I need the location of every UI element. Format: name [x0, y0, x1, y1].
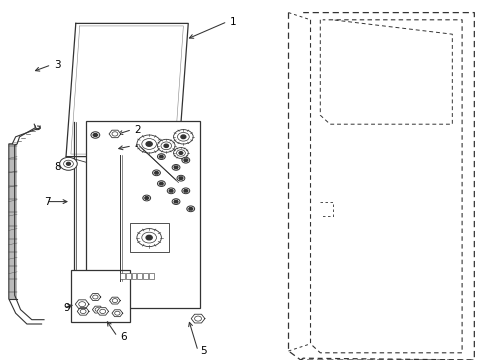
- Circle shape: [174, 166, 178, 169]
- Text: 4: 4: [134, 141, 141, 151]
- Circle shape: [66, 162, 70, 165]
- Circle shape: [182, 157, 189, 163]
- Polygon shape: [90, 293, 101, 301]
- Circle shape: [164, 144, 168, 148]
- Circle shape: [169, 189, 173, 192]
- Circle shape: [182, 188, 189, 194]
- Circle shape: [60, 157, 77, 170]
- Circle shape: [80, 309, 86, 314]
- Polygon shape: [109, 130, 121, 138]
- Bar: [85, 121, 200, 308]
- Circle shape: [144, 197, 148, 199]
- Circle shape: [186, 206, 194, 212]
- Circle shape: [181, 135, 185, 139]
- Polygon shape: [191, 314, 204, 323]
- Text: 1: 1: [229, 17, 236, 27]
- Circle shape: [174, 200, 178, 203]
- Circle shape: [142, 232, 156, 243]
- Circle shape: [146, 142, 152, 146]
- Text: 9: 9: [63, 303, 70, 313]
- Polygon shape: [112, 310, 122, 317]
- Circle shape: [183, 189, 187, 192]
- Circle shape: [100, 309, 105, 314]
- Circle shape: [63, 160, 73, 167]
- Circle shape: [154, 171, 158, 174]
- Polygon shape: [97, 308, 108, 315]
- Text: 7: 7: [44, 197, 51, 207]
- Polygon shape: [92, 306, 103, 313]
- Circle shape: [93, 134, 97, 136]
- Circle shape: [179, 177, 183, 180]
- Circle shape: [112, 299, 117, 302]
- Text: 5: 5: [200, 346, 207, 356]
- Bar: [120, 273, 124, 279]
- Circle shape: [159, 182, 163, 185]
- Circle shape: [167, 188, 175, 194]
- Circle shape: [176, 150, 185, 156]
- Circle shape: [93, 295, 98, 299]
- Bar: [149, 273, 154, 279]
- Bar: [125, 273, 130, 279]
- Circle shape: [91, 132, 100, 138]
- Circle shape: [172, 165, 180, 170]
- Circle shape: [172, 199, 180, 204]
- Circle shape: [114, 311, 120, 315]
- Circle shape: [142, 195, 150, 201]
- Circle shape: [157, 154, 165, 159]
- Bar: [137, 273, 142, 279]
- Circle shape: [161, 142, 171, 150]
- Circle shape: [183, 159, 187, 162]
- Text: 6: 6: [120, 332, 126, 342]
- Bar: [129, 223, 168, 252]
- Circle shape: [177, 132, 189, 141]
- Polygon shape: [77, 308, 89, 315]
- Circle shape: [146, 235, 152, 240]
- Circle shape: [179, 152, 183, 154]
- Bar: [143, 273, 148, 279]
- Text: 3: 3: [54, 60, 61, 70]
- Circle shape: [188, 207, 192, 210]
- Circle shape: [137, 135, 161, 153]
- Circle shape: [142, 139, 156, 149]
- Circle shape: [194, 316, 201, 321]
- Circle shape: [177, 175, 184, 181]
- Circle shape: [137, 229, 161, 247]
- Circle shape: [157, 139, 175, 152]
- Polygon shape: [109, 297, 120, 304]
- Circle shape: [173, 130, 193, 144]
- Polygon shape: [75, 300, 89, 309]
- Text: 2: 2: [134, 125, 141, 135]
- Circle shape: [152, 170, 160, 176]
- Bar: [71, 270, 129, 322]
- Text: 8: 8: [54, 162, 61, 172]
- Bar: [131, 273, 136, 279]
- Circle shape: [79, 302, 85, 307]
- Circle shape: [159, 155, 163, 158]
- Circle shape: [112, 132, 118, 136]
- Circle shape: [173, 148, 188, 158]
- Circle shape: [157, 181, 165, 186]
- Circle shape: [95, 307, 101, 311]
